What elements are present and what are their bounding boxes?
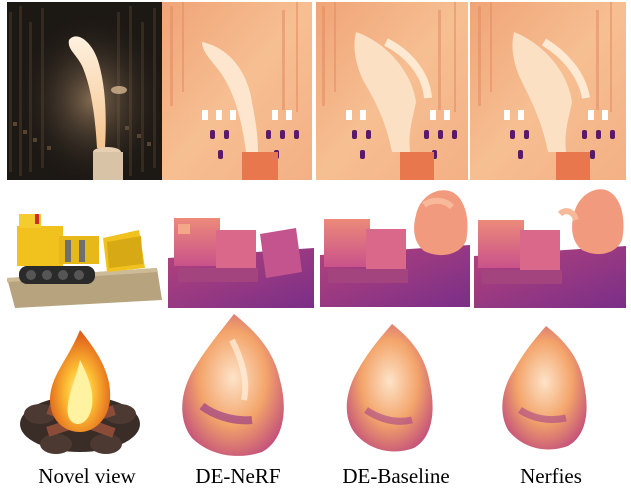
column-label-nerfies: Nerfies — [520, 464, 582, 488]
column-label-de-baseline: DE-Baseline — [342, 464, 450, 488]
row3-de-baseline-depth — [340, 320, 452, 456]
row2-de-nerf-depth — [168, 208, 314, 308]
row1-nerfies-depth — [470, 2, 626, 180]
row2-novel-view-image — [7, 200, 162, 310]
row3-nerfies-depth — [496, 322, 604, 454]
column-label-novel-view: Novel view — [38, 464, 136, 488]
row3-de-nerf-depth — [172, 310, 302, 458]
row2-de-baseline-depth — [320, 185, 470, 307]
row1-de-baseline-depth — [316, 2, 468, 180]
row2-nerfies-depth — [474, 184, 626, 308]
row3-novel-view-image — [16, 320, 146, 460]
row1-novel-view-image — [7, 2, 162, 180]
column-label-de-nerf: DE-NeRF — [195, 464, 281, 488]
row1-de-nerf-depth — [162, 2, 312, 180]
